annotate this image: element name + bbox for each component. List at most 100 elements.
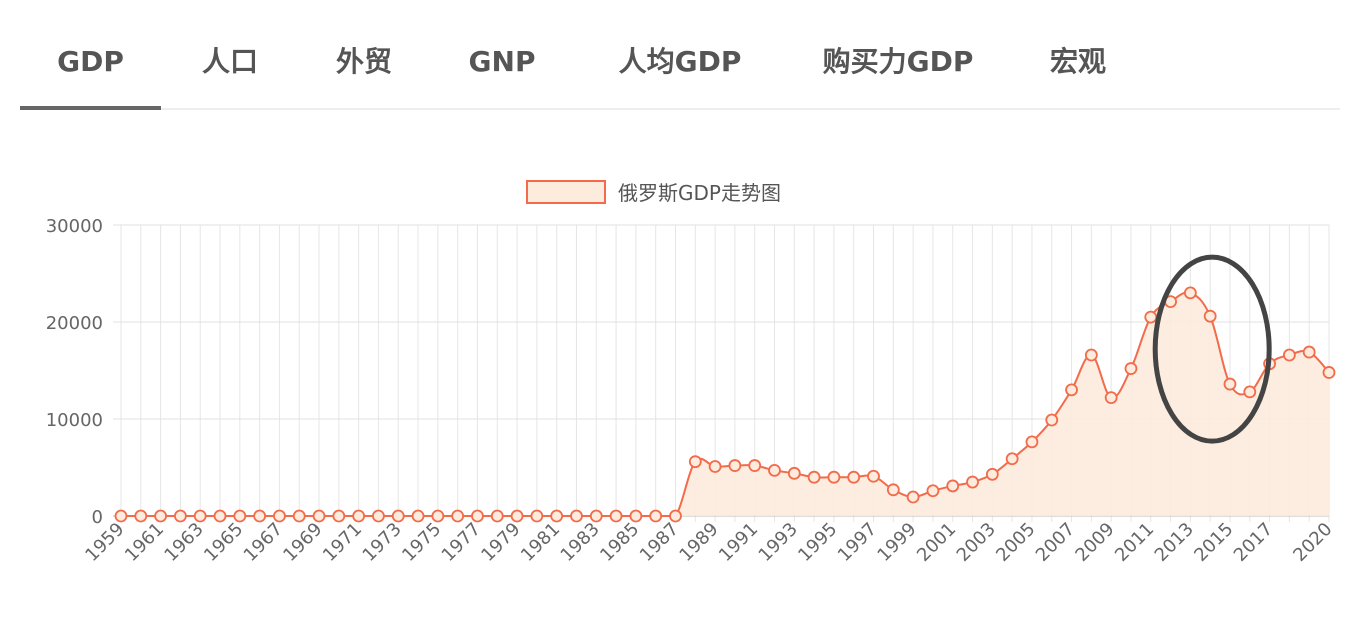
- series-area: [121, 292, 1329, 516]
- data-point: [708, 460, 722, 473]
- data-point: [827, 470, 841, 484]
- data-point: [490, 509, 504, 523]
- data-point: [787, 466, 801, 480]
- x-tick-label: 1975: [398, 519, 445, 566]
- data-point: [589, 509, 603, 523]
- x-tick-label: 2001: [913, 519, 960, 566]
- data-point: [886, 483, 900, 497]
- data-point: [688, 455, 702, 469]
- tab-gdp-per-capita[interactable]: 人均GDP: [618, 45, 742, 78]
- y-axis: 0 10000 20000 30000: [46, 216, 103, 528]
- data-point: [966, 475, 979, 489]
- x-tick-label: 2009: [1071, 519, 1118, 566]
- x-tick-label: 2005: [992, 519, 1039, 566]
- data-point: [431, 509, 445, 523]
- data-point: [807, 470, 821, 484]
- legend: 俄罗斯GDP走势图: [526, 180, 781, 205]
- data-point: [233, 509, 247, 523]
- data-point: [253, 509, 267, 523]
- y-tick-label: 10000: [46, 410, 103, 431]
- data-point: [1005, 452, 1019, 466]
- x-tick-label: 1969: [279, 519, 326, 566]
- data-point: [372, 509, 385, 523]
- data-point: [946, 479, 960, 493]
- data-point: [1104, 391, 1118, 405]
- x-tick-label: 2015: [1190, 519, 1237, 566]
- data-point: [1183, 286, 1197, 300]
- data-point: [213, 509, 227, 523]
- y-tick-label: 30000: [46, 216, 103, 237]
- highlight-ellipse: [1152, 254, 1272, 444]
- x-tick-label: 1987: [636, 519, 683, 566]
- data-point: [1065, 383, 1078, 397]
- data-point: [292, 509, 306, 523]
- x-tick-label: 1965: [200, 519, 247, 566]
- data-point: [352, 509, 366, 523]
- data-point: [1322, 366, 1336, 379]
- data-point: [926, 484, 940, 498]
- data-point: [1282, 348, 1296, 362]
- data-point: [1025, 435, 1039, 449]
- data-point: [451, 509, 465, 523]
- x-tick-label: 1971: [319, 519, 366, 566]
- tab-macro[interactable]: 宏观: [1049, 45, 1106, 78]
- tab-bar: GDP 人口 外贸 GNP 人均GDP 购买力GDP 宏观: [20, 0, 1340, 110]
- data-point: [1144, 310, 1158, 324]
- chart-svg: 俄罗斯GDP走势图 0 10000 20000 30000 195919611963196…: [46, 180, 1337, 566]
- data-point: [471, 509, 484, 523]
- data-point: [154, 509, 168, 523]
- x-tick-label: 1979: [477, 519, 524, 566]
- x-tick-label: 2003: [953, 519, 1000, 566]
- x-tick-label: 2017: [1230, 519, 1277, 566]
- data-point: [649, 509, 663, 523]
- x-tick-label: 2020: [1289, 519, 1336, 566]
- x-tick-label: 1985: [596, 519, 643, 566]
- data-point: [1124, 362, 1138, 375]
- x-tick-label: 1999: [873, 519, 920, 566]
- data-point: [570, 509, 583, 523]
- x-axis: 1959196119631965196719691971197319751977…: [81, 519, 1336, 566]
- data-point: [728, 459, 742, 472]
- x-tick-label: 1959: [81, 519, 128, 566]
- data-point: [1045, 413, 1059, 427]
- data-point: [391, 509, 405, 523]
- data-point: [985, 467, 999, 481]
- data-point: [273, 509, 286, 523]
- data-point: [174, 509, 187, 523]
- tab-ppp-gdp[interactable]: 购买力GDP: [822, 45, 974, 78]
- x-tick-label: 1991: [715, 519, 762, 566]
- data-point: [1203, 309, 1217, 323]
- data-point: [411, 509, 425, 523]
- x-tick-label: 2007: [1032, 519, 1079, 566]
- data-point: [847, 470, 861, 484]
- tab-population[interactable]: 人口: [201, 45, 258, 78]
- data-point: [768, 464, 781, 477]
- x-tick-label: 1993: [755, 519, 802, 566]
- data-point: [332, 509, 346, 523]
- data-point: [669, 509, 682, 523]
- data-point: [510, 509, 524, 523]
- data-point: [867, 469, 880, 483]
- x-tick-label: 1995: [794, 519, 841, 566]
- y-tick-label: 20000: [46, 313, 103, 334]
- data-point: [114, 509, 128, 523]
- data-point: [906, 490, 920, 504]
- legend-label: 俄罗斯GDP走势图: [618, 181, 781, 205]
- data-point: [1243, 385, 1257, 399]
- tab-gdp[interactable]: GDP: [20, 40, 161, 110]
- data-point: [748, 459, 762, 472]
- tab-trade[interactable]: 外贸: [335, 45, 392, 78]
- data-point: [609, 509, 623, 523]
- x-tick-label: 1961: [121, 519, 168, 566]
- tab-gnp[interactable]: GNP: [468, 45, 536, 78]
- gdp-chart: 俄罗斯GDP走势图 0 10000 20000 30000 1959 1961 1963 196…: [0, 150, 1361, 617]
- y-tick-label: 0: [92, 507, 103, 528]
- data-point: [1223, 377, 1237, 391]
- data-point: [530, 509, 544, 523]
- data-point: [193, 509, 207, 523]
- legend-swatch: [526, 180, 606, 204]
- series-points: [114, 286, 1336, 523]
- data-point: [550, 509, 564, 523]
- x-tick-label: 2011: [1111, 519, 1158, 566]
- data-point: [1084, 348, 1098, 362]
